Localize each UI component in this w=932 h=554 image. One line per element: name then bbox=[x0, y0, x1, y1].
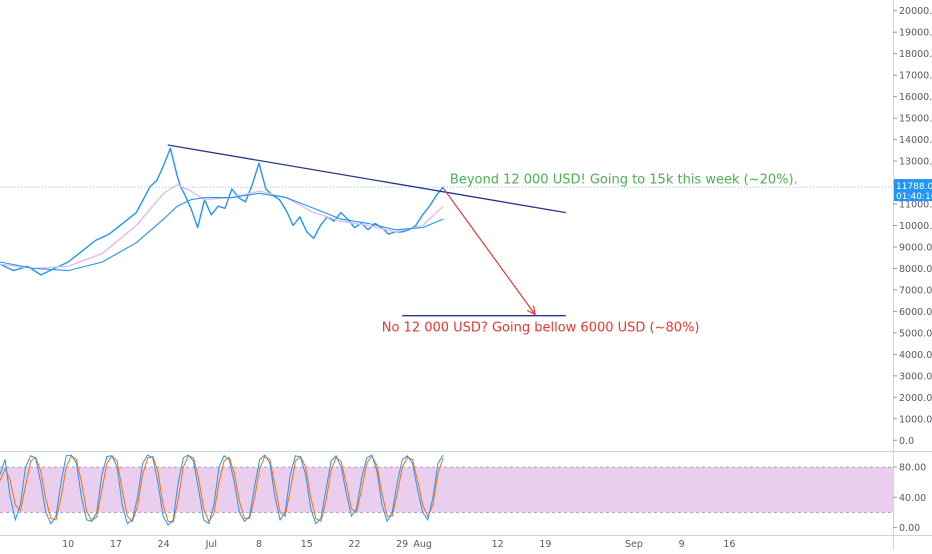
time-tick-label: 15 bbox=[301, 539, 313, 550]
time-tick-label: 9 bbox=[679, 539, 685, 550]
price-tick-label: 19000.0 bbox=[899, 28, 932, 39]
stoch-k-line[interactable] bbox=[0, 454, 444, 527]
price-tick-label: 13000.0 bbox=[899, 157, 932, 168]
price-pane[interactable] bbox=[0, 147, 893, 276]
price-tick-label: 8000.0 bbox=[899, 264, 932, 275]
time-tick-label: Sep bbox=[625, 539, 643, 550]
price-tick-label: 7000.0 bbox=[899, 285, 932, 296]
price-tick-label: 2000.0 bbox=[899, 393, 932, 404]
current-price-value: 11788.0 bbox=[896, 182, 932, 192]
price-tick-label: 17000.0 bbox=[899, 71, 932, 82]
time-tick-label: 10 bbox=[62, 539, 74, 550]
drawings[interactable] bbox=[167, 144, 566, 317]
oscillator-pane[interactable] bbox=[0, 454, 893, 527]
projection-arrow-shaft[interactable] bbox=[442, 187, 536, 315]
axes[interactable]: 20000.0 19000.0 18000.0 17000.0 16000.0 15000… bbox=[62, 6, 932, 550]
time-tick-label: 8 bbox=[256, 539, 262, 550]
time-tick-label: Jul bbox=[205, 539, 217, 550]
price-tick-label: 20000.0 bbox=[899, 6, 932, 17]
price-tick-label: 1000.0 bbox=[899, 414, 932, 425]
price-tick-label: 16000.0 bbox=[899, 92, 932, 103]
time-tick-label: 24 bbox=[158, 539, 170, 550]
projection-arrow-head bbox=[526, 305, 536, 316]
price-tick-label: 5000.0 bbox=[899, 328, 932, 339]
price-tick-label: 4000.0 bbox=[899, 350, 932, 361]
oscillator-tick-label: 80.00 bbox=[899, 463, 926, 474]
annotation-bullish[interactable]: Beyond 12 000 USD! Going to 15k this wee… bbox=[450, 172, 798, 187]
price-tick-label: 11000.0 bbox=[899, 200, 932, 211]
price-tick-label: 14000.0 bbox=[899, 135, 932, 146]
time-tick-label: 19 bbox=[539, 539, 551, 550]
resistance-trendline[interactable] bbox=[167, 144, 566, 214]
current-price-tag[interactable] bbox=[894, 179, 932, 202]
series-moving-average-long[interactable] bbox=[0, 192, 444, 272]
time-tick-label: 22 bbox=[348, 539, 360, 550]
price-tick-label: 18000.0 bbox=[899, 49, 932, 60]
series-moving-average-short[interactable] bbox=[0, 184, 444, 270]
price-tick-label: 10000.0 bbox=[899, 221, 932, 232]
bar-countdown: 01:40:16 bbox=[896, 192, 932, 202]
price-tick-label: 15000.0 bbox=[899, 114, 932, 125]
price-tick-label: 0.0 bbox=[899, 436, 914, 447]
time-tick-label: 17 bbox=[110, 539, 122, 550]
time-tick-label: Aug bbox=[413, 539, 432, 550]
oscillator-tick-label: 40.00 bbox=[899, 493, 926, 504]
time-tick-label: 12 bbox=[492, 539, 504, 550]
price-tick-label: 6000.0 bbox=[899, 307, 932, 318]
series-price[interactable] bbox=[0, 147, 444, 276]
stoch-d-line[interactable] bbox=[0, 454, 444, 523]
annotation-bearish[interactable]: No 12 000 USD? Going bellow 6000 USD (~8… bbox=[382, 320, 700, 335]
price-tick-label: 3000.0 bbox=[899, 371, 932, 382]
time-tick-label: 29 bbox=[396, 539, 408, 550]
price-tick-label: 9000.0 bbox=[899, 242, 932, 253]
oscillator-band bbox=[0, 467, 893, 513]
time-tick-label: 16 bbox=[723, 539, 735, 550]
oscillator-tick-label: 0.00 bbox=[899, 523, 920, 534]
